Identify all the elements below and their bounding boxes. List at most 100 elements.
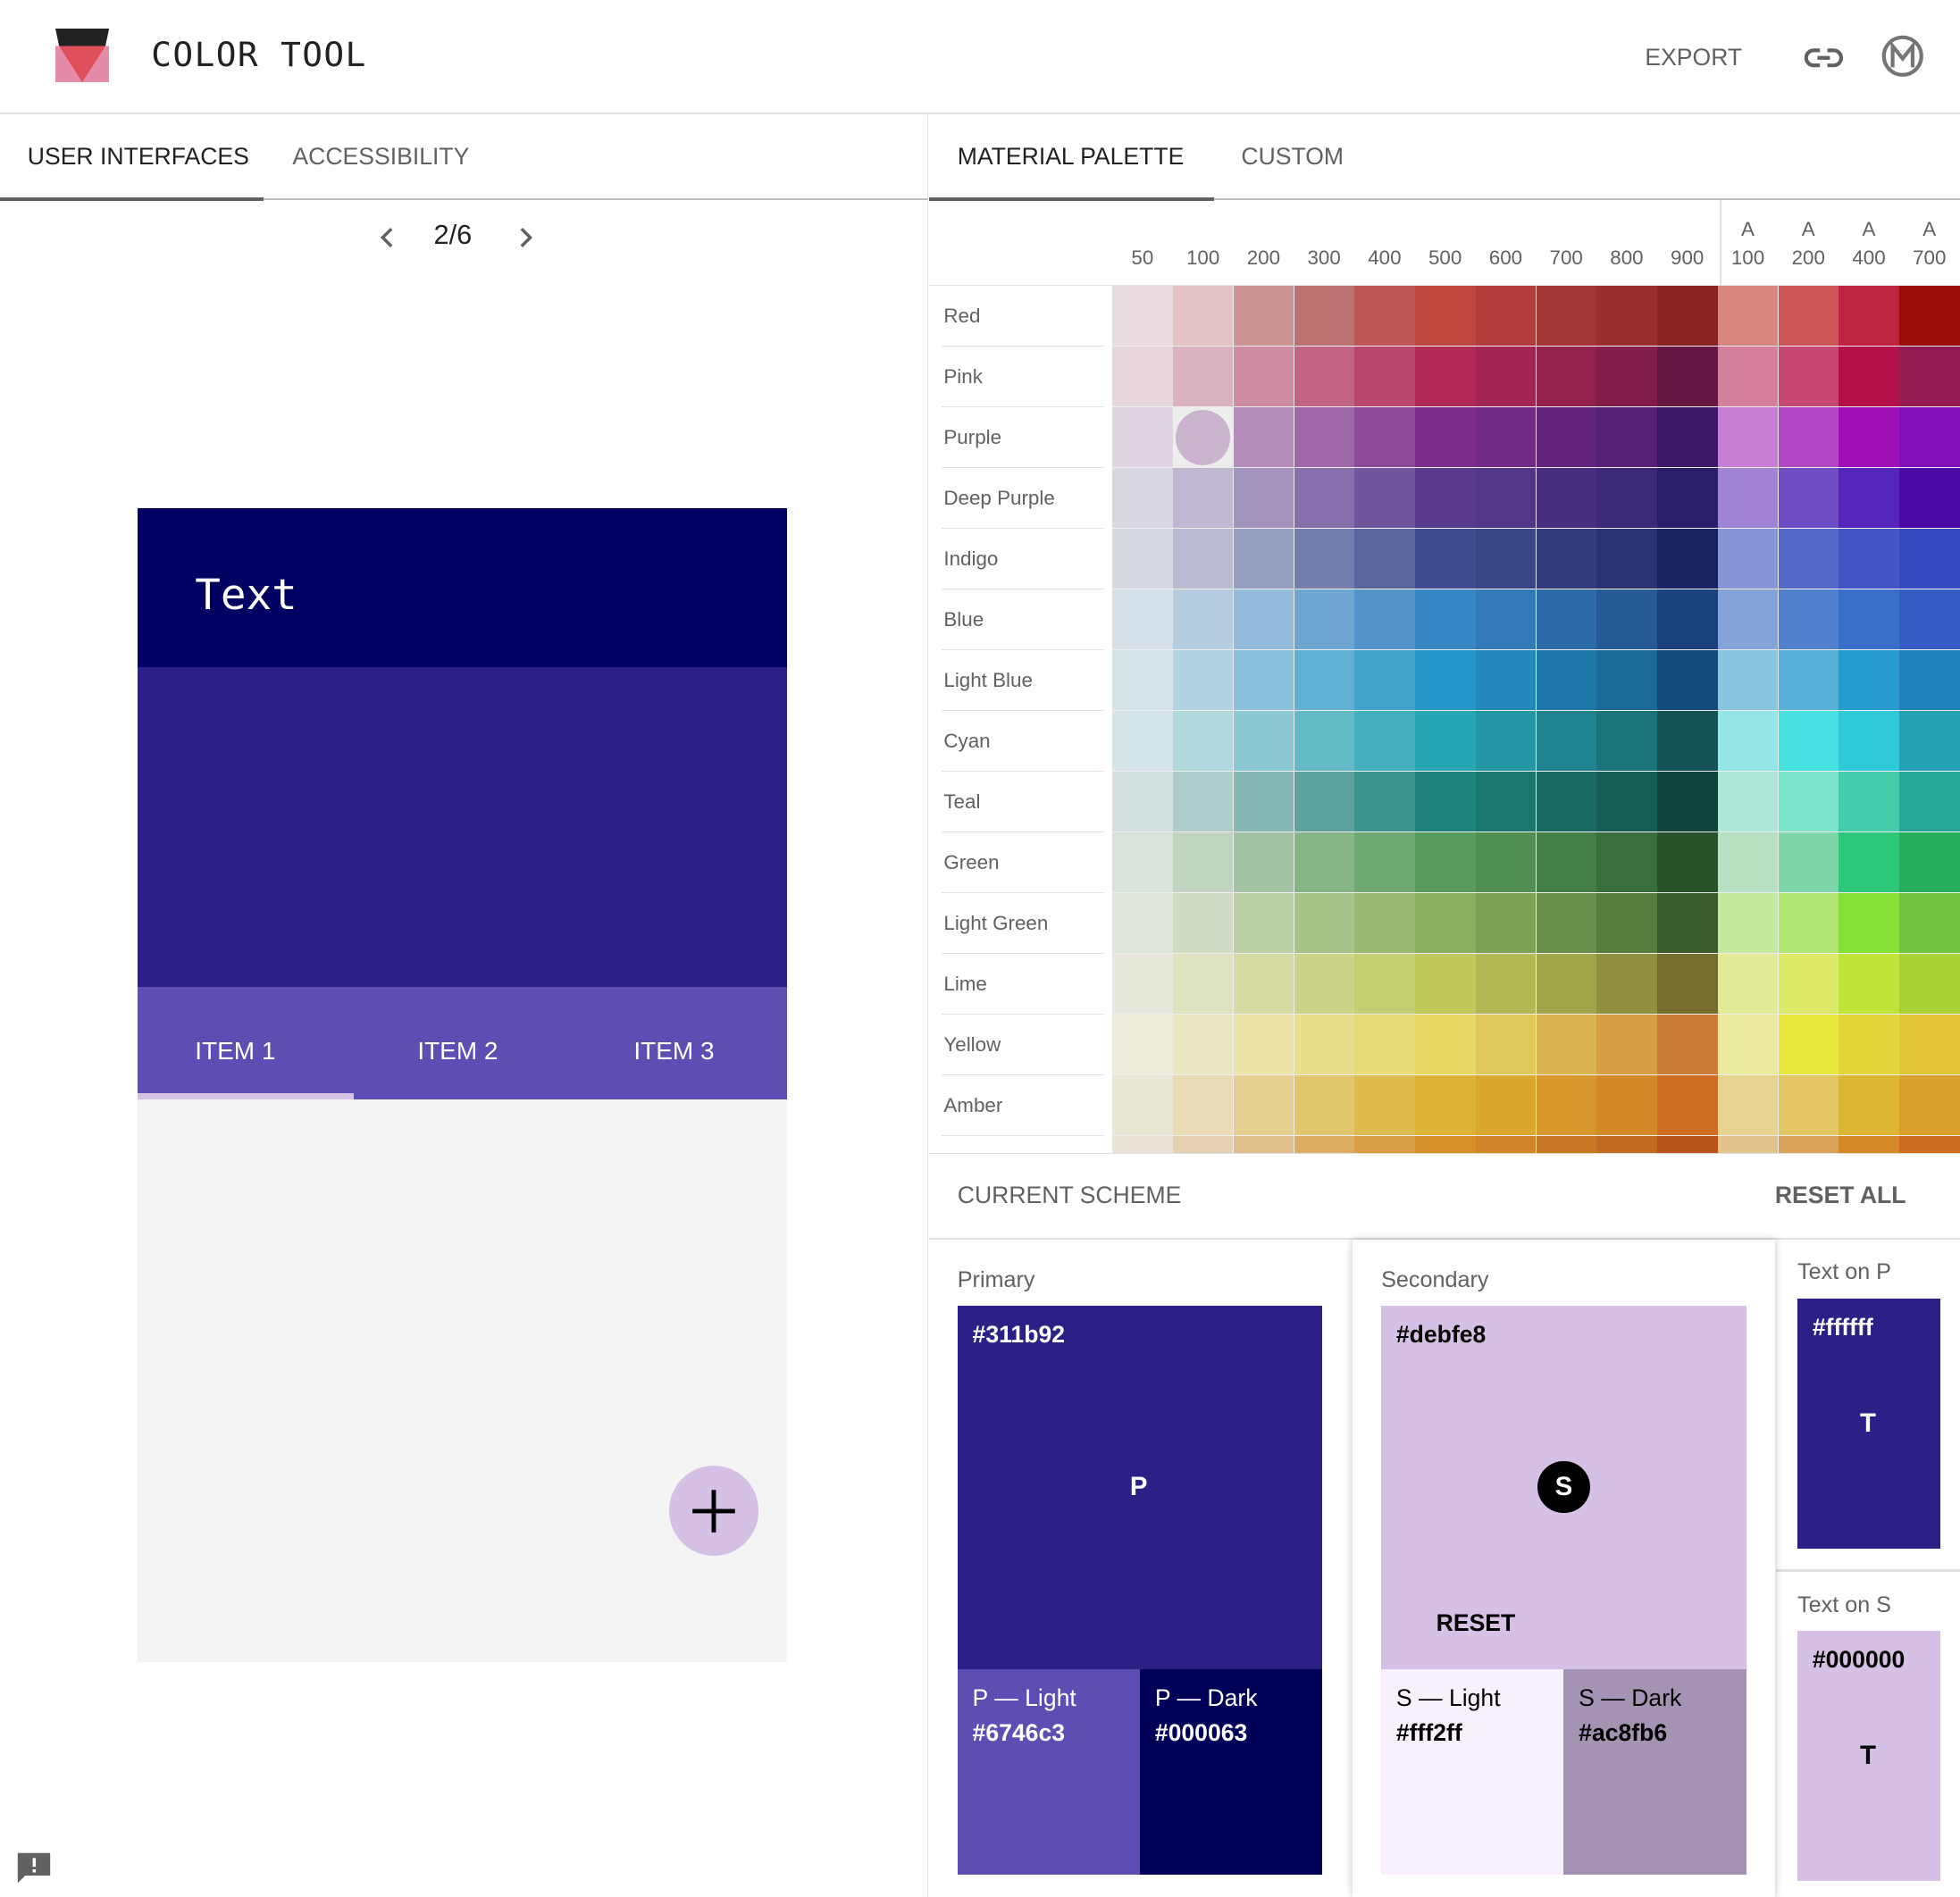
palette-cell[interactable] xyxy=(1173,772,1235,833)
palette-cell[interactable] xyxy=(1112,650,1174,712)
palette-cell[interactable] xyxy=(1233,772,1295,833)
palette-cell[interactable] xyxy=(1173,1015,1235,1076)
palette-cell[interactable] xyxy=(1778,832,1840,894)
export-button[interactable]: EXPORT xyxy=(1645,43,1743,71)
palette-cell[interactable] xyxy=(1354,711,1416,773)
palette-cell[interactable] xyxy=(1354,772,1416,833)
palette-cell[interactable] xyxy=(1112,347,1174,408)
palette-cell[interactable] xyxy=(1233,286,1295,347)
text-on-p-swatch[interactable]: #ffffff T xyxy=(1797,1298,1940,1549)
palette-cell[interactable] xyxy=(1536,650,1598,712)
palette-cell[interactable] xyxy=(1233,893,1295,955)
palette-cell[interactable] xyxy=(1173,893,1235,955)
palette-cell[interactable] xyxy=(1354,954,1416,1015)
palette-cell[interactable] xyxy=(1415,1015,1477,1076)
palette-cell[interactable] xyxy=(1475,1136,1537,1154)
palette-cell[interactable] xyxy=(1657,589,1719,651)
secondary-dark-swatch[interactable]: S — Dark #ac8fb6 xyxy=(1563,1669,1746,1875)
palette-cell[interactable] xyxy=(1717,954,1780,1015)
palette-cell[interactable] xyxy=(1294,711,1356,773)
palette-cell[interactable] xyxy=(1839,772,1900,833)
tab-custom[interactable]: CUSTOM xyxy=(1241,142,1344,170)
palette-cell[interactable] xyxy=(1415,286,1477,347)
text-on-s-swatch[interactable]: #000000 T xyxy=(1797,1630,1940,1881)
palette-cell[interactable] xyxy=(1596,347,1658,408)
palette-cell[interactable] xyxy=(1778,893,1840,955)
preview-tab-item-3[interactable]: ITEM 3 xyxy=(633,1037,715,1065)
palette-cell[interactable] xyxy=(1112,529,1174,590)
palette-cell[interactable] xyxy=(1717,650,1780,712)
palette-cell[interactable] xyxy=(1536,407,1598,469)
palette-cell[interactable] xyxy=(1596,650,1658,712)
palette-cell[interactable] xyxy=(1294,832,1356,894)
palette-cell[interactable] xyxy=(1294,407,1356,469)
palette-cell[interactable] xyxy=(1173,589,1235,651)
palette-cell[interactable] xyxy=(1839,468,1900,530)
palette-cell[interactable] xyxy=(1596,893,1658,955)
palette-cell[interactable] xyxy=(1415,650,1477,712)
palette-cell[interactable] xyxy=(1415,589,1477,651)
palette-cell[interactable] xyxy=(1596,286,1658,347)
palette-cell[interactable] xyxy=(1112,1075,1174,1137)
palette-cell[interactable] xyxy=(1596,772,1658,833)
palette-cell[interactable] xyxy=(1536,893,1598,955)
palette-cell[interactable] xyxy=(1839,1075,1900,1137)
palette-cell[interactable] xyxy=(1294,286,1356,347)
palette-cell[interactable] xyxy=(1596,407,1658,469)
palette-cell[interactable] xyxy=(1112,468,1174,530)
palette-cell[interactable] xyxy=(1173,1075,1235,1137)
palette-cell[interactable] xyxy=(1415,832,1477,894)
palette-cell[interactable] xyxy=(1112,407,1174,469)
chevron-right-icon[interactable] xyxy=(513,225,538,250)
primary-swatch[interactable]: #311b92 P xyxy=(957,1306,1323,1670)
palette-cell[interactable] xyxy=(1717,347,1780,408)
palette-cell[interactable] xyxy=(1657,772,1719,833)
primary-light-swatch[interactable]: P — Light #6746c3 xyxy=(957,1669,1141,1875)
palette-cell[interactable] xyxy=(1354,1136,1416,1154)
palette-cell[interactable] xyxy=(1717,772,1780,833)
palette-cell[interactable] xyxy=(1475,468,1537,530)
palette-cell[interactable] xyxy=(1354,650,1416,712)
palette-cell[interactable] xyxy=(1294,1015,1356,1076)
palette-cell[interactable] xyxy=(1778,1075,1840,1137)
palette-cell[interactable] xyxy=(1657,1015,1719,1076)
palette-cell[interactable] xyxy=(1233,1015,1295,1076)
palette-cell[interactable] xyxy=(1475,589,1537,651)
palette-cell[interactable] xyxy=(1354,1015,1416,1076)
tab-material-palette[interactable]: MATERIAL PALETTE xyxy=(957,142,1185,170)
tab-user-interfaces[interactable]: USER INTERFACES xyxy=(27,142,249,170)
palette-cell[interactable] xyxy=(1778,711,1840,773)
palette-cell[interactable] xyxy=(1173,1136,1235,1154)
palette-cell[interactable] xyxy=(1233,832,1295,894)
palette-cell[interactable] xyxy=(1112,832,1174,894)
palette-cell[interactable] xyxy=(1899,529,1960,590)
palette-cell[interactable] xyxy=(1475,650,1537,712)
palette-cell[interactable] xyxy=(1839,711,1900,773)
palette-cell[interactable] xyxy=(1536,711,1598,773)
palette-cell[interactable] xyxy=(1475,407,1537,469)
palette-cell[interactable] xyxy=(1415,1075,1477,1137)
palette-cell[interactable] xyxy=(1173,954,1235,1015)
palette-cell[interactable] xyxy=(1354,529,1416,590)
palette-cell[interactable] xyxy=(1778,529,1840,590)
palette-cell[interactable] xyxy=(1778,954,1840,1015)
palette-cell[interactable] xyxy=(1294,468,1356,530)
palette-cell[interactable] xyxy=(1717,832,1780,894)
palette-cell[interactable] xyxy=(1839,893,1900,955)
palette-cell[interactable] xyxy=(1839,286,1900,347)
palette-cell[interactable] xyxy=(1657,1136,1719,1154)
palette-cell[interactable] xyxy=(1778,1136,1840,1154)
preview-tab-item-1[interactable]: ITEM 1 xyxy=(195,1037,276,1065)
palette-cell[interactable] xyxy=(1596,529,1658,590)
tab-accessibility[interactable]: ACCESSIBILITY xyxy=(292,142,470,170)
palette-cell[interactable] xyxy=(1112,893,1174,955)
palette-cell[interactable] xyxy=(1354,1075,1416,1137)
palette-cell[interactable] xyxy=(1657,954,1719,1015)
palette-cell[interactable] xyxy=(1536,832,1598,894)
feedback-icon[interactable] xyxy=(15,1851,53,1885)
palette-cell[interactable] xyxy=(1536,286,1598,347)
palette-cell[interactable] xyxy=(1233,650,1295,712)
palette-cell[interactable] xyxy=(1717,1075,1780,1137)
palette-cell[interactable] xyxy=(1536,347,1598,408)
palette-cell[interactable] xyxy=(1717,1015,1780,1076)
